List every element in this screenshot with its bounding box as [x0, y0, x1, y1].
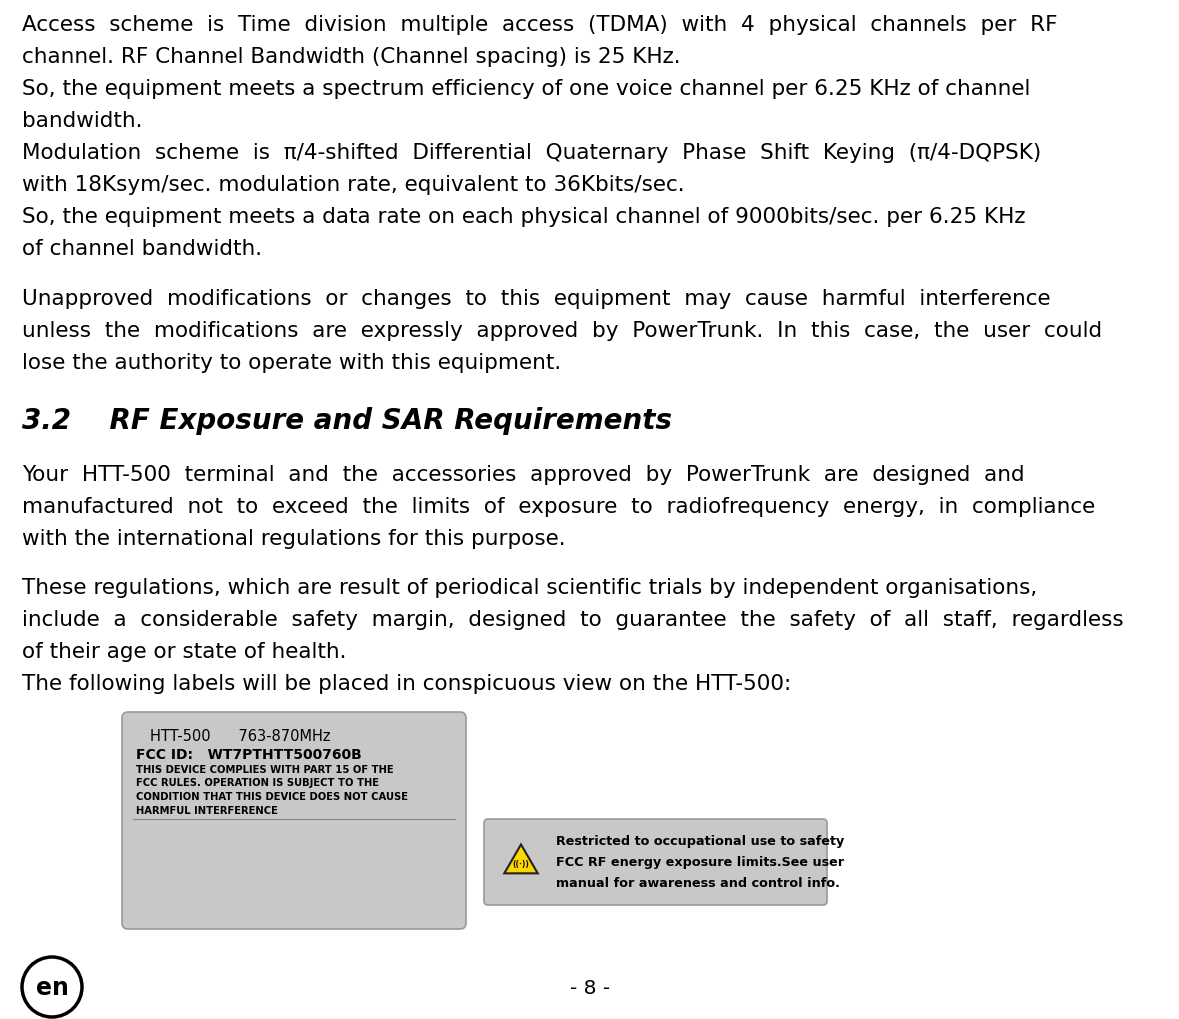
Text: FCC ID:   WT7PTHTT500760B: FCC ID: WT7PTHTT500760B [136, 747, 362, 761]
Text: FCC RF energy exposure limits.See user: FCC RF energy exposure limits.See user [556, 855, 844, 868]
Text: unless  the  modifications  are  expressly  approved  by  PowerTrunk.  In  this : unless the modifications are expressly a… [22, 320, 1102, 340]
Text: manual for awareness and control info.: manual for awareness and control info. [556, 876, 839, 890]
Text: en: en [35, 975, 68, 999]
Text: Access  scheme  is  Time  division  multiple  access  (TDMA)  with  4  physical : Access scheme is Time division multiple … [22, 15, 1058, 35]
FancyBboxPatch shape [121, 712, 466, 929]
Text: Modulation  scheme  is  π/4-shifted  Differential  Quaternary  Phase  Shift  Key: Modulation scheme is π/4-shifted Differe… [22, 143, 1041, 163]
Text: with 18Ksym/sec. modulation rate, equivalent to 36Kbits/sec.: with 18Ksym/sec. modulation rate, equiva… [22, 175, 685, 195]
Text: lose the authority to operate with this equipment.: lose the authority to operate with this … [22, 353, 561, 372]
Text: THIS DEVICE COMPLIES WITH PART 15 OF THE: THIS DEVICE COMPLIES WITH PART 15 OF THE [136, 764, 394, 774]
Text: CONDITION THAT THIS DEVICE DOES NOT CAUSE: CONDITION THAT THIS DEVICE DOES NOT CAUS… [136, 791, 408, 801]
Text: HTT-500      763-870MHz: HTT-500 763-870MHz [150, 729, 330, 743]
Text: with the international regulations for this purpose.: with the international regulations for t… [22, 528, 566, 548]
FancyBboxPatch shape [485, 819, 826, 905]
Text: of channel bandwidth.: of channel bandwidth. [22, 238, 262, 259]
Text: Unapproved  modifications  or  changes  to  this  equipment  may  cause  harmful: Unapproved modifications or changes to t… [22, 288, 1050, 309]
Text: FCC RULES. OPERATION IS SUBJECT TO THE: FCC RULES. OPERATION IS SUBJECT TO THE [136, 777, 378, 788]
Text: bandwidth.: bandwidth. [22, 111, 143, 130]
Text: These regulations, which are result of periodical scientific trials by independe: These regulations, which are result of p… [22, 578, 1038, 597]
Text: channel. RF Channel Bandwidth (Channel spacing) is 25 KHz.: channel. RF Channel Bandwidth (Channel s… [22, 47, 680, 67]
Text: The following labels will be placed in conspicuous view on the HTT-500:: The following labels will be placed in c… [22, 674, 791, 694]
Circle shape [22, 957, 83, 1017]
Polygon shape [505, 845, 538, 873]
Text: 3.2    RF Exposure and SAR Requirements: 3.2 RF Exposure and SAR Requirements [22, 407, 672, 434]
Text: manufactured  not  to  exceed  the  limits  of  exposure  to  radiofrequency  en: manufactured not to exceed the limits of… [22, 496, 1095, 516]
Text: So, the equipment meets a spectrum efficiency of one voice channel per 6.25 KHz : So, the equipment meets a spectrum effic… [22, 78, 1030, 99]
Text: ((·)): ((·)) [513, 860, 529, 868]
Text: Restricted to occupational use to safety: Restricted to occupational use to safety [556, 835, 844, 847]
Text: of their age or state of health.: of their age or state of health. [22, 642, 347, 661]
Text: - 8 -: - 8 - [569, 978, 610, 997]
Text: include  a  considerable  safety  margin,  designed  to  guarantee  the  safety : include a considerable safety margin, de… [22, 609, 1124, 630]
Text: Your  HTT-500  terminal  and  the  accessories  approved  by  PowerTrunk  are  d: Your HTT-500 terminal and the accessorie… [22, 464, 1025, 484]
Text: HARMFUL INTERFERENCE: HARMFUL INTERFERENCE [136, 805, 278, 815]
Text: So, the equipment meets a data rate on each physical channel of 9000bits/sec. pe: So, the equipment meets a data rate on e… [22, 207, 1026, 227]
